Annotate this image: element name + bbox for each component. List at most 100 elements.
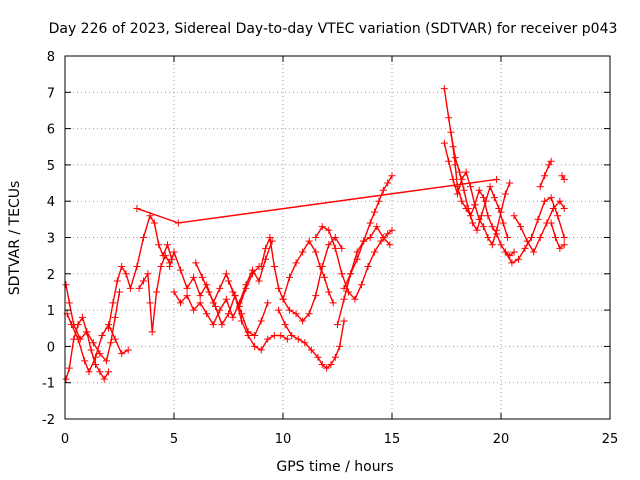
data-point	[473, 226, 481, 234]
data-point	[338, 244, 346, 252]
data-point	[177, 266, 185, 274]
series-track-11	[275, 306, 348, 372]
data-point	[305, 237, 313, 245]
data-point	[541, 172, 549, 180]
data-point	[248, 266, 256, 274]
data-point	[170, 288, 178, 296]
data-point	[225, 310, 232, 318]
series-track-15	[340, 223, 394, 292]
data-point	[501, 248, 509, 256]
data-point	[62, 281, 70, 289]
data-point	[62, 375, 70, 383]
data-point	[549, 204, 557, 212]
data-point	[360, 237, 368, 245]
data-point	[312, 292, 320, 300]
data-point	[155, 241, 163, 249]
data-point	[521, 244, 529, 252]
data-point	[384, 179, 392, 187]
data-point	[506, 179, 514, 187]
series-line	[260, 236, 334, 304]
data-point	[166, 263, 174, 271]
data-point	[98, 332, 106, 340]
x-tick-label: 25	[602, 432, 619, 447]
data-point	[218, 321, 226, 329]
data-point	[366, 234, 374, 241]
data-point	[292, 310, 300, 318]
series-track-20	[510, 197, 568, 256]
data-point	[89, 339, 97, 347]
data-point	[377, 237, 385, 245]
data-point	[113, 277, 121, 285]
data-point	[388, 172, 396, 180]
data-point	[373, 223, 381, 231]
series-track-24	[133, 175, 501, 227]
data-point	[547, 219, 555, 227]
data-point	[264, 335, 272, 343]
data-point	[558, 172, 566, 180]
x-tick-label: 10	[275, 432, 292, 447]
data-point	[440, 139, 448, 147]
y-tick-label: 4	[47, 195, 55, 210]
data-point	[440, 85, 448, 93]
y-tick-label: 1	[47, 304, 55, 319]
data-point	[139, 277, 147, 285]
data-point	[307, 346, 315, 354]
series-track-14	[334, 172, 396, 329]
data-point	[105, 324, 113, 332]
data-point	[508, 259, 516, 267]
data-point	[480, 223, 488, 231]
series-line	[550, 222, 565, 250]
data-point	[517, 223, 525, 231]
data-point	[146, 299, 154, 307]
data-point	[490, 194, 498, 202]
series-line	[539, 160, 552, 187]
data-point	[469, 219, 477, 227]
data-point	[65, 299, 73, 307]
data-point	[347, 270, 355, 278]
data-point	[460, 186, 468, 194]
data-point	[264, 299, 272, 307]
series-line	[138, 254, 171, 333]
data-point	[314, 353, 322, 361]
data-point	[547, 194, 555, 202]
data-point	[222, 270, 230, 278]
series-line	[343, 225, 391, 289]
data-point	[331, 234, 339, 241]
data-point	[292, 259, 300, 267]
data-point	[318, 263, 326, 271]
data-point	[560, 204, 568, 212]
data-point	[299, 248, 307, 256]
data-point	[257, 317, 265, 325]
data-point	[231, 292, 239, 300]
x-tick-label: 20	[493, 432, 510, 447]
data-point	[545, 161, 553, 169]
data-point	[107, 339, 115, 347]
data-point	[449, 175, 457, 183]
data-point	[288, 332, 296, 340]
data-point	[111, 335, 119, 343]
data-point	[283, 335, 291, 343]
series-track-22	[547, 219, 568, 252]
data-point	[323, 364, 331, 372]
data-point	[257, 346, 265, 354]
data-point	[379, 234, 387, 241]
data-point	[183, 284, 191, 292]
y-tick-label: -2	[42, 413, 55, 428]
data-point	[92, 361, 100, 369]
data-point	[196, 292, 204, 300]
data-point	[320, 273, 328, 281]
data-point	[109, 299, 117, 307]
data-point	[74, 335, 82, 343]
data-point	[462, 168, 470, 176]
series-line	[66, 313, 129, 373]
series-track-18	[447, 128, 512, 241]
data-point	[74, 321, 82, 329]
data-point	[340, 317, 348, 325]
data-point	[157, 263, 165, 271]
series-track-10	[257, 234, 337, 307]
data-point	[242, 281, 250, 289]
data-point	[453, 190, 461, 198]
data-point	[78, 313, 86, 321]
data-point	[222, 295, 230, 303]
data-point	[111, 313, 119, 321]
